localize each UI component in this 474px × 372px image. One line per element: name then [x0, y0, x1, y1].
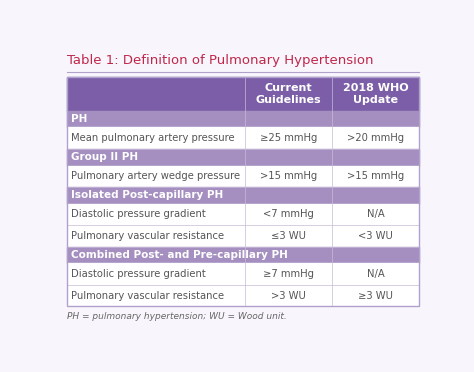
Bar — [67, 187, 419, 204]
Text: Current
Guidelines: Current Guidelines — [255, 83, 321, 105]
Bar — [67, 128, 419, 149]
Text: >20 mmHg: >20 mmHg — [347, 133, 404, 143]
Bar — [67, 111, 419, 128]
Text: N/A: N/A — [366, 209, 384, 219]
Bar — [67, 77, 419, 307]
Bar — [67, 225, 419, 247]
Text: Table 1: Definition of Pulmonary Hypertension: Table 1: Definition of Pulmonary Hyperte… — [67, 54, 374, 67]
Text: Diastolic pressure gradient: Diastolic pressure gradient — [71, 269, 206, 279]
Text: >15 mmHg: >15 mmHg — [347, 171, 404, 181]
Text: >15 mmHg: >15 mmHg — [260, 171, 317, 181]
Text: Isolated Post-capillary PH: Isolated Post-capillary PH — [71, 190, 223, 201]
Bar — [67, 204, 419, 225]
Text: ≥25 mmHg: ≥25 mmHg — [260, 133, 317, 143]
Text: >3 WU: >3 WU — [271, 291, 306, 301]
Text: PH: PH — [71, 114, 87, 124]
Bar — [67, 263, 419, 285]
Text: Combined Post- and Pre-capillary PH: Combined Post- and Pre-capillary PH — [71, 250, 288, 260]
Text: ≥3 WU: ≥3 WU — [358, 291, 393, 301]
Text: ≤3 WU: ≤3 WU — [271, 231, 306, 241]
Text: <3 WU: <3 WU — [358, 231, 393, 241]
Bar — [67, 166, 419, 187]
Bar — [67, 77, 419, 111]
Text: Pulmonary artery wedge pressure: Pulmonary artery wedge pressure — [71, 171, 240, 181]
Text: Pulmonary vascular resistance: Pulmonary vascular resistance — [71, 231, 224, 241]
Text: Group II PH: Group II PH — [71, 152, 138, 162]
Text: 2018 WHO
Update: 2018 WHO Update — [343, 83, 408, 105]
Text: Pulmonary vascular resistance: Pulmonary vascular resistance — [71, 291, 224, 301]
Text: ≥7 mmHg: ≥7 mmHg — [263, 269, 314, 279]
Text: PH = pulmonary hypertension; WU = Wood unit.: PH = pulmonary hypertension; WU = Wood u… — [67, 312, 287, 321]
Bar — [67, 285, 419, 307]
Bar — [67, 247, 419, 263]
Bar — [67, 149, 419, 166]
Text: <7 mmHg: <7 mmHg — [263, 209, 314, 219]
Text: N/A: N/A — [366, 269, 384, 279]
Text: Mean pulmonary artery pressure: Mean pulmonary artery pressure — [71, 133, 235, 143]
Text: Diastolic pressure gradient: Diastolic pressure gradient — [71, 209, 206, 219]
